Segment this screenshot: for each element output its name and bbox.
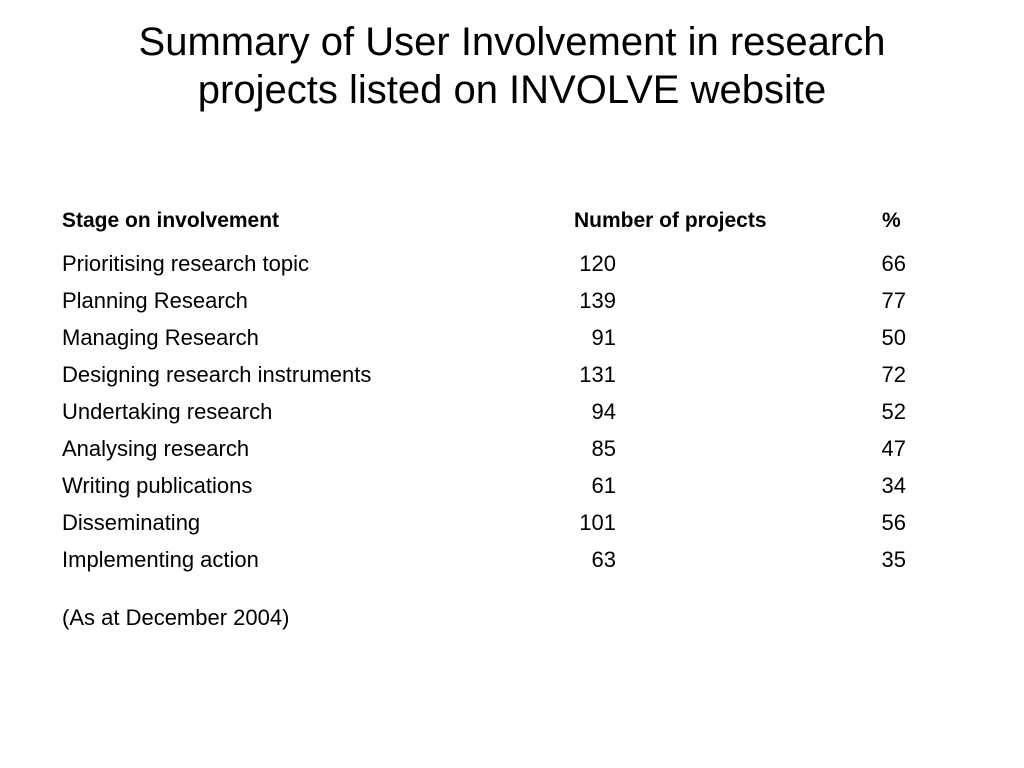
- table-row: Writing publications 61 34: [62, 467, 922, 504]
- row-count: 101: [579, 510, 616, 535]
- table-row: Designing research instruments 131 72: [62, 356, 922, 393]
- row-count: 139: [579, 288, 616, 313]
- header-count: Number of projects: [574, 209, 767, 232]
- slide-title-line-1: Summary of User Involvement in research: [138, 20, 886, 64]
- header-stage: Stage on involvement: [62, 209, 280, 232]
- row-count: 131: [579, 362, 616, 387]
- row-percent: 77: [881, 288, 906, 313]
- row-stage: Planning Research: [62, 288, 248, 313]
- row-stage: Designing research instruments: [62, 362, 372, 387]
- header-percent: %: [882, 209, 901, 232]
- row-stage: Undertaking research: [62, 399, 273, 424]
- table-row: Implementing action 63 35: [62, 541, 922, 578]
- table-row: Managing Research 91 50: [62, 319, 922, 356]
- table-header-row: Stage on involvement Number of projects …: [62, 203, 922, 239]
- row-count: 85: [591, 436, 616, 461]
- row-stage: Analysing research: [62, 436, 250, 461]
- table-row: Undertaking research 94 52: [62, 393, 922, 430]
- table-row: Analysing research 85 47: [62, 430, 922, 467]
- involvement-table: Stage on involvement Number of projects …: [62, 203, 922, 578]
- row-count: 94: [591, 399, 616, 424]
- row-percent: 52: [881, 399, 906, 424]
- slide-title-line-2: projects listed on INVOLVE website: [197, 68, 827, 112]
- row-percent: 66: [881, 251, 906, 276]
- row-percent: 56: [881, 510, 906, 535]
- table-row: Prioritising research topic 120 66: [62, 245, 922, 282]
- row-stage: Managing Research: [62, 325, 259, 350]
- row-percent: 47: [881, 436, 906, 461]
- footnote: (As at December 2004): [62, 605, 290, 630]
- row-stage: Writing publications: [62, 473, 253, 498]
- row-stage: Disseminating: [62, 510, 201, 535]
- row-percent: 35: [881, 547, 906, 572]
- row-stage: Prioritising research topic: [62, 251, 309, 276]
- row-stage: Implementing action: [62, 547, 259, 572]
- table-row: Disseminating 101 56: [62, 504, 922, 541]
- row-count: 63: [591, 547, 616, 572]
- table-row: Planning Research 139 77: [62, 282, 922, 319]
- row-count: 91: [591, 325, 616, 350]
- row-percent: 50: [881, 325, 906, 350]
- row-count: 61: [591, 473, 616, 498]
- row-count: 120: [579, 251, 616, 276]
- row-percent: 72: [881, 362, 906, 387]
- row-percent: 34: [881, 473, 906, 498]
- slide-title: Summary of User Involvement in research …: [0, 18, 1024, 114]
